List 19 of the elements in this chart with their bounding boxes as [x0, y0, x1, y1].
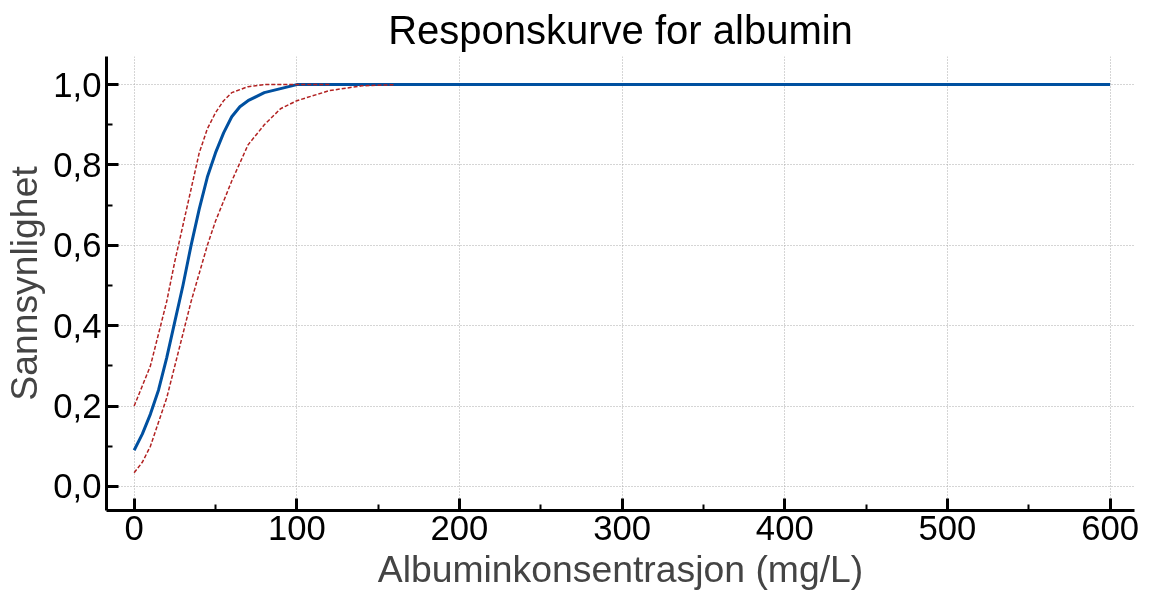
- line-series: [133, 83, 396, 474]
- line-series: [132, 83, 1112, 452]
- line-series: [133, 83, 331, 407]
- x-tick-label: 500: [918, 508, 977, 547]
- y-tick-label: 0,2: [53, 387, 102, 426]
- y-axis-title: Sannsynlighet: [3, 165, 46, 401]
- x-tick-label: 400: [755, 508, 814, 547]
- x-axis-title: Albuminkonsentrasjon (mg/L): [377, 547, 864, 590]
- x-tick-label: 100: [267, 508, 326, 547]
- x-tick-label: 600: [1081, 508, 1140, 547]
- y-tick-label: 0,8: [53, 145, 102, 184]
- y-tick-label: 0,0: [53, 467, 102, 506]
- y-tick-label: 0,4: [53, 306, 102, 345]
- chart-title: Responskurve for albumin: [388, 7, 853, 52]
- x-tick-label: 200: [430, 508, 489, 547]
- y-tick-label: 1,0: [53, 65, 102, 104]
- x-tick-label: 300: [593, 508, 652, 547]
- x-tick-label: 0: [124, 508, 144, 547]
- y-tick-label: 0,6: [53, 226, 102, 265]
